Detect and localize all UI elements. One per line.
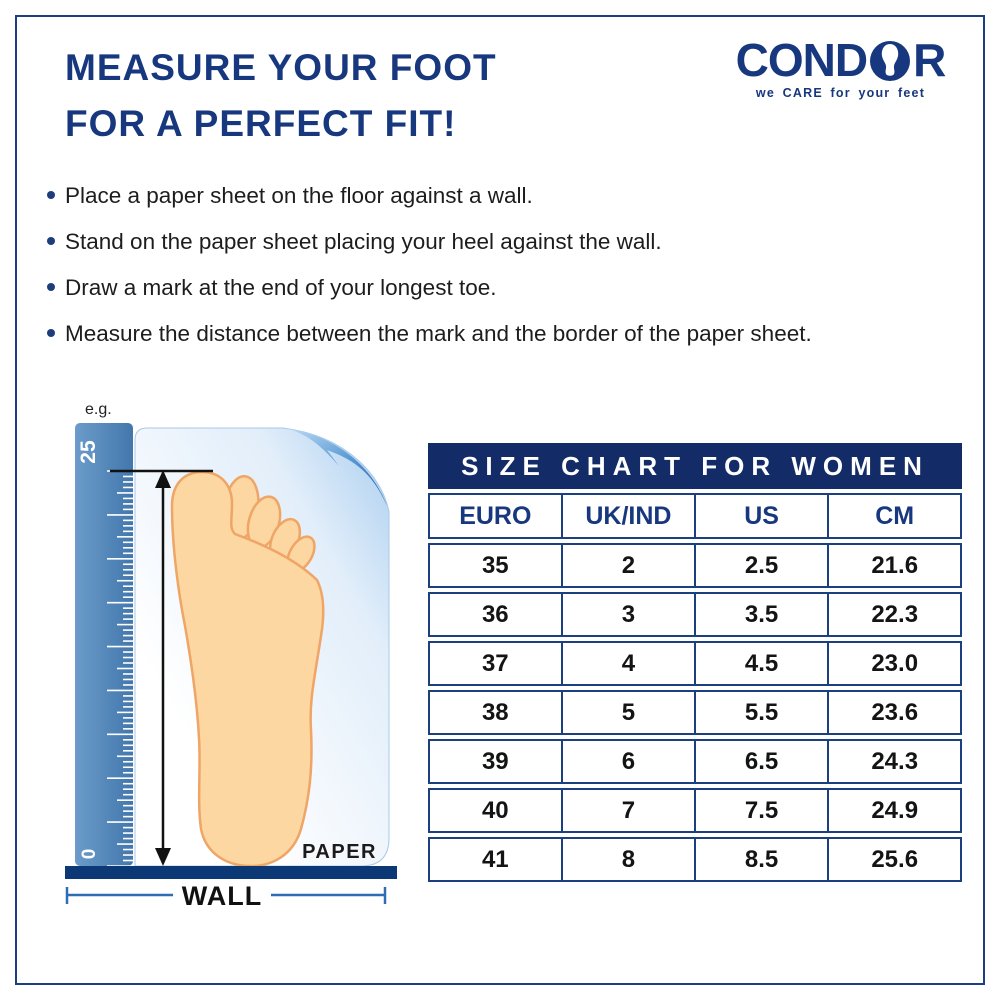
size-cell: 7.5 [696,790,827,831]
size-cell: 41 [430,839,561,880]
size-cell: 24.3 [829,741,960,782]
brand-tagline: we CARE for your feet [755,86,926,100]
example-label: e.g. [85,401,112,418]
size-cell: 22.3 [829,594,960,635]
column-header-cm: CM [829,495,960,537]
size-cell: 6.5 [696,741,827,782]
instruction-list: Place a paper sheet on the floor against… [47,183,947,367]
size-cell: 39 [430,741,561,782]
size-chart-table: SIZE CHART FOR WOMEN EURO UK/IND US CM 3… [428,443,962,882]
column-header-ukind: UK/IND [563,495,694,537]
page-title-line1: MEASURE YOUR FOOT [65,47,497,88]
foot-sole [170,470,325,868]
brand-text-right: R [913,34,946,86]
instruction-text: Measure the distance between the mark an… [65,321,812,346]
size-cell: 23.6 [829,692,960,733]
size-row: 36 3 3.5 22.3 [428,592,962,637]
size-cell: 2 [563,545,694,586]
bullet-icon [47,191,55,199]
size-chart-header-row: EURO UK/IND US CM [428,493,962,539]
size-cell: 3 [563,594,694,635]
size-cell: 37 [430,643,561,684]
column-header-us: US [696,495,827,537]
size-row: 37 4 4.5 23.0 [428,641,962,686]
size-cell: 25.6 [829,839,960,880]
size-cell: 23.0 [829,643,960,684]
wall-label: WALL [182,881,262,911]
wall-measure-line [65,887,387,904]
size-cell: 2.5 [696,545,827,586]
paper-label: PAPER [302,841,377,863]
bullet-icon [47,283,55,291]
instruction-item: Stand on the paper sheet placing your he… [47,229,947,255]
ruler [75,423,133,866]
size-cell: 5.5 [696,692,827,733]
size-cell: 38 [430,692,561,733]
brand-wordmark: COND R [733,36,948,84]
footprint-o-icon [870,41,911,81]
bullet-icon [47,329,55,337]
size-cell: 5 [563,692,694,733]
size-chart-title: SIZE CHART FOR WOMEN [428,443,962,489]
size-cell: 40 [430,790,561,831]
instruction-item: Draw a mark at the end of your longest t… [47,275,947,301]
size-cell: 4 [563,643,694,684]
size-cell: 7 [563,790,694,831]
size-row: 35 2 2.5 21.6 [428,543,962,588]
instruction-item: Place a paper sheet on the floor against… [47,183,947,209]
ruler-min-label: 0 [79,849,100,860]
size-cell: 24.9 [829,790,960,831]
size-cell: 36 [430,594,561,635]
size-row: 40 7 7.5 24.9 [428,788,962,833]
size-row: 39 6 6.5 24.3 [428,739,962,784]
size-row: 38 5 5.5 23.6 [428,690,962,735]
size-cell: 6 [563,741,694,782]
page-border [15,15,985,985]
instruction-text: Stand on the paper sheet placing your he… [65,229,662,254]
page-title: MEASURE YOUR FOOT FOR A PERFECT FIT! [65,40,497,152]
wall-floor-bar [65,866,397,879]
ruler-tick-marks [107,470,133,867]
ruler-max-label: 25 [77,440,100,464]
size-cell: 35 [430,545,561,586]
bullet-icon [47,237,55,245]
brand-text-left: COND [735,34,868,86]
instruction-item: Measure the distance between the mark an… [47,321,947,347]
measurement-arrow [110,469,213,866]
size-cell: 21.6 [829,545,960,586]
foot-measuring-illustration: 25 0 e.g. PAPER WALL [65,401,397,911]
size-row: 41 8 8.5 25.6 [428,837,962,882]
size-cell: 8.5 [696,839,827,880]
column-header-euro: EURO [430,495,561,537]
instruction-text: Place a paper sheet on the floor against… [65,183,533,208]
size-cell: 4.5 [696,643,827,684]
brand-logo: COND R we CARE for your feet [733,36,948,100]
page-title-line2: FOR A PERFECT FIT! [65,103,457,144]
size-cell: 8 [563,839,694,880]
foot-illustration [170,470,325,868]
size-cell: 3.5 [696,594,827,635]
instruction-text: Draw a mark at the end of your longest t… [65,275,497,300]
